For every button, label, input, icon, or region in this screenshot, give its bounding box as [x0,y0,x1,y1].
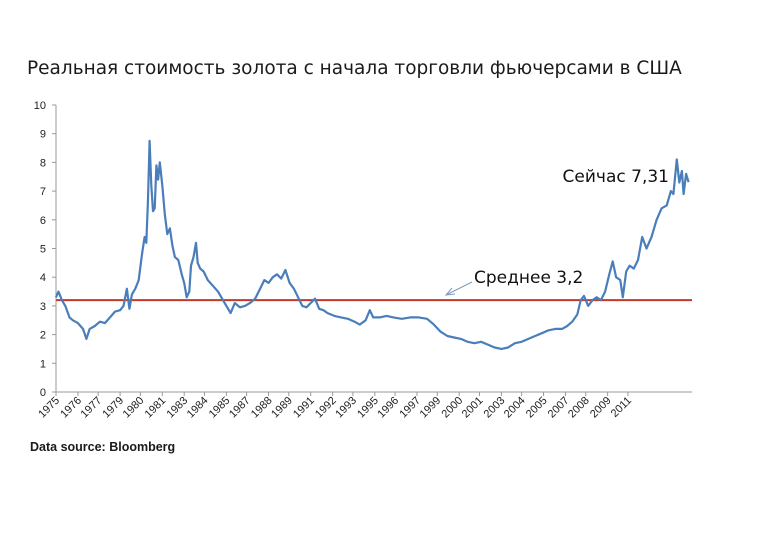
y-tick-label: 6 [40,215,46,227]
x-tick-label: 2005 [524,395,550,421]
x-tick-label: 1995 [355,395,381,421]
x-tick-label: 2000 [440,395,466,421]
x-tick-label: 1981 [143,395,169,421]
y-tick-label: 3 [40,301,46,313]
y-tick-label: 0 [40,387,46,399]
x-tick-label: 2009 [588,395,614,421]
x-tick-label: 2004 [502,395,528,421]
y-tick-label: 1 [40,358,46,370]
y-tick-label: 8 [40,157,46,169]
x-tick-label: 1988 [249,395,275,421]
x-tick-label: 1976 [58,395,84,421]
x-tick-label: 2011 [609,395,634,420]
x-tick-label: 1993 [333,395,359,421]
average-label: Среднее 3,2 [474,268,583,288]
y-tick-label: 7 [40,186,46,198]
x-tick-label: 1980 [121,395,147,421]
x-tick-label: 1997 [397,395,423,421]
y-axis: 0 1 2 3 4 5 6 7 8 9 10 [34,100,57,399]
data-source: Data source: Bloomberg [30,440,176,454]
current-value-label: Сейчас 7,31 [563,167,669,187]
y-tick-label: 5 [40,244,46,256]
x-tick-label: 1999 [418,395,444,421]
x-tick-label: 1996 [375,395,401,421]
chart-title: Реальная стоимость золота с начала торго… [27,58,682,79]
x-tick-label: 1991 [291,395,317,421]
x-tick-label: 1983 [165,395,191,421]
x-tick-label: 1979 [100,395,126,421]
x-tick-label: 2001 [460,395,486,421]
x-tick-label: 1989 [269,395,295,421]
x-tick-label: 1984 [185,395,211,421]
x-tick-label: 1977 [78,395,104,421]
average-arrow [445,281,473,296]
x-tick-label: 1985 [207,395,233,421]
x-axis: 1975197619771979198019811983198419851987… [36,391,692,421]
y-tick-label: 4 [40,272,46,284]
average-arrow-head [444,287,456,296]
y-tick-label: 2 [40,330,46,342]
y-tick-label: 9 [40,129,46,141]
gold-price-line [54,139,690,350]
x-tick-label: 1992 [313,395,339,421]
x-tick-label: 2008 [566,395,592,421]
x-tick-label: 1987 [227,395,253,421]
x-tick-label: 2007 [546,395,572,421]
x-tick-label: 2003 [482,395,508,421]
y-tick-label: 10 [34,100,46,112]
